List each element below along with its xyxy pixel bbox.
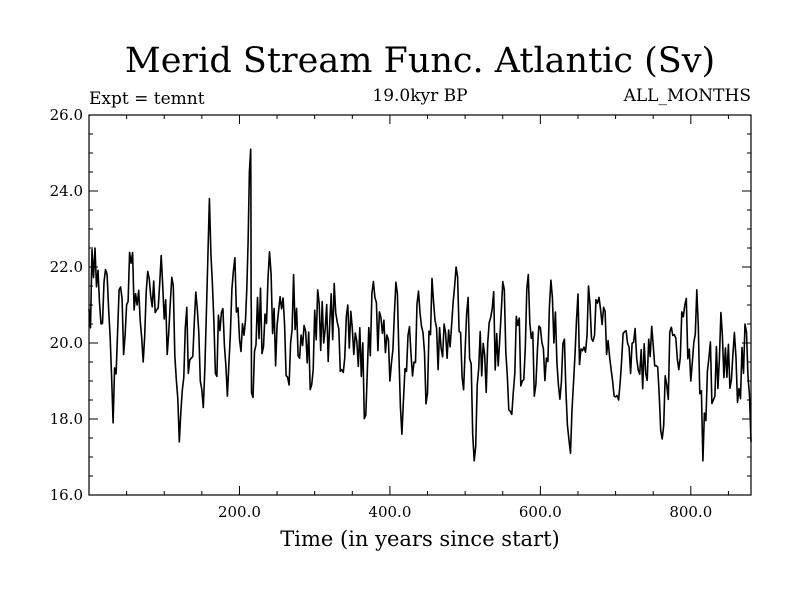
x-tick-label: 600.0	[519, 503, 562, 521]
x-tick-label: 200.0	[218, 503, 261, 521]
y-tick-label: 24.0	[50, 182, 83, 200]
plot-frame	[88, 114, 752, 496]
y-tick-label: 22.0	[50, 258, 83, 276]
series-line	[88, 148, 752, 462]
x-tick-label: 800.0	[669, 503, 712, 521]
experiment-label: Expt = temnt	[89, 89, 205, 109]
period-label: 19.0kyr BP	[372, 86, 467, 106]
y-tick-label: 26.0	[50, 106, 83, 124]
x-axis: 200.0 400.0 600.0 800.0	[126, 115, 729, 521]
y-tick-label: 18.0	[50, 410, 83, 428]
y-axis: 16.0 18.0 20.0 22.0 24.0 26.0	[50, 106, 751, 504]
y-tick-label: 20.0	[50, 334, 83, 352]
chart-title: Merid Stream Func. Atlantic (Sv)	[125, 41, 715, 81]
months-label: ALL_MONTHS	[623, 86, 751, 106]
y-tick-label: 16.0	[50, 486, 83, 504]
x-axis-label: Time (in years since start)	[280, 527, 559, 551]
x-tick-label: 400.0	[368, 503, 411, 521]
